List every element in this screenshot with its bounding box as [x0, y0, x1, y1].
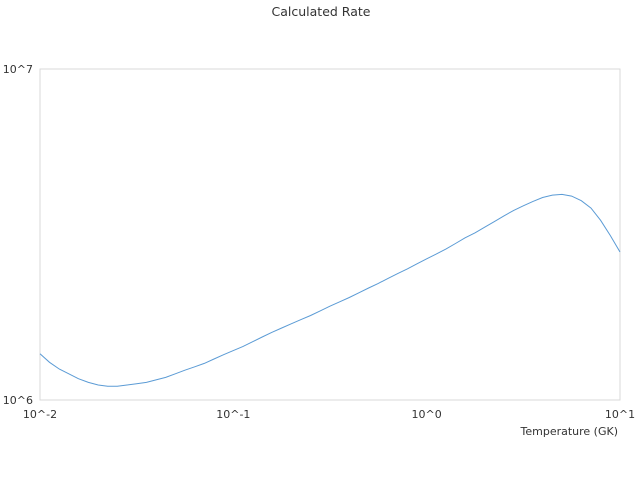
y-tick-label: 10^7 — [3, 63, 33, 76]
plot-area — [39, 68, 621, 401]
x-tick-label: 10^-1 — [216, 408, 250, 421]
x-tick-label: 10^0 — [412, 408, 442, 421]
x-axis-title: Temperature (GK) — [520, 425, 619, 438]
y-tick-label: 10^6 — [3, 394, 33, 407]
x-axis: 10^-2 10^-1 10^0 10^1 — [23, 408, 635, 421]
y-axis: 10^6 10^7 — [3, 63, 33, 407]
x-tick-label: 10^1 — [605, 408, 635, 421]
x-tick-label: 10^-2 — [23, 408, 57, 421]
chart-title: Calculated Rate — [272, 4, 371, 19]
rate-series-line — [39, 193, 621, 387]
